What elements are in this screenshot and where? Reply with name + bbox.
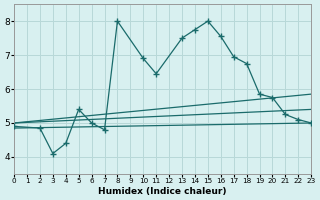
X-axis label: Humidex (Indice chaleur): Humidex (Indice chaleur) [98, 187, 227, 196]
